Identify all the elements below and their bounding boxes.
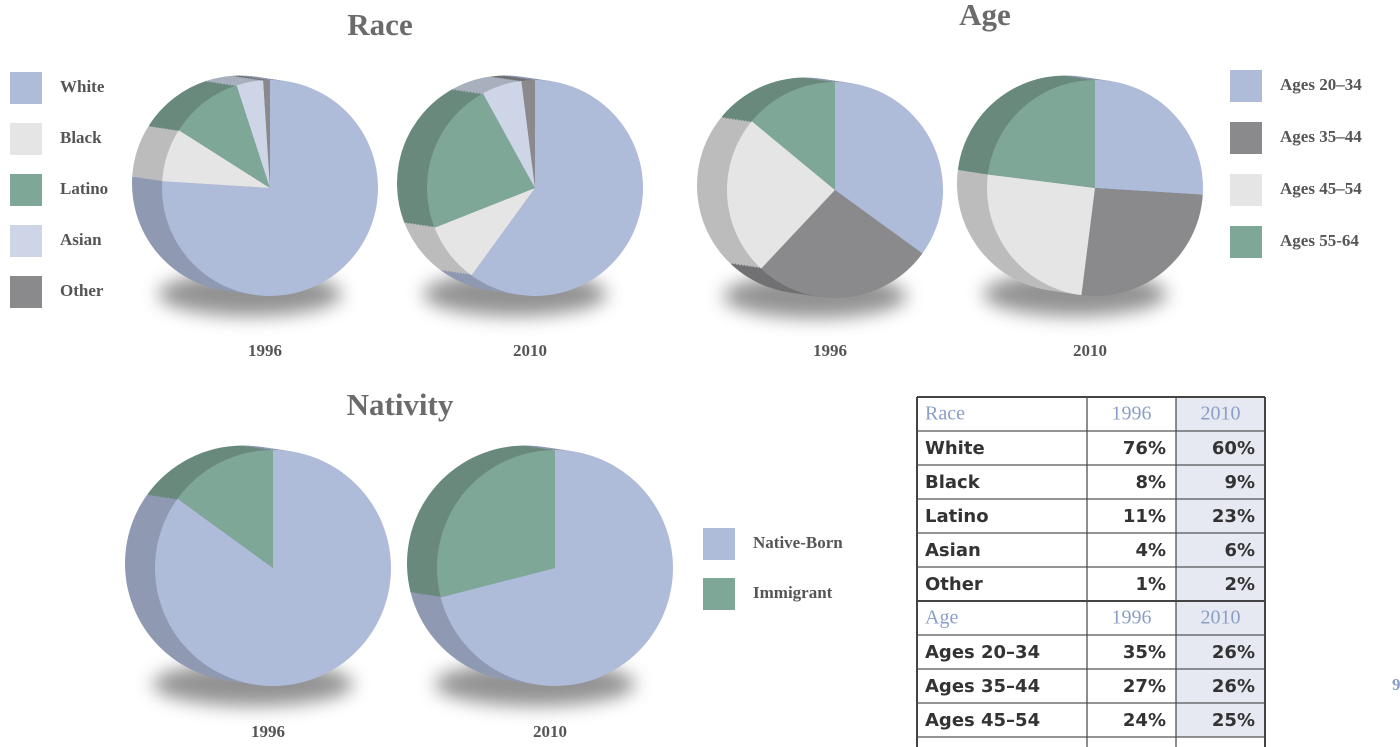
pie-label: 2010 — [533, 722, 567, 741]
table-cell: Ages 35–44 — [925, 676, 1040, 697]
legend-label: Immigrant — [753, 583, 833, 602]
pie-slice — [437, 450, 555, 598]
legend-label: Native-Born — [753, 533, 843, 552]
legend-label: Latino — [60, 179, 108, 198]
pie-label: 1996 — [248, 341, 282, 360]
table-header: 2010 — [1201, 403, 1241, 425]
table-header: Race — [925, 403, 965, 425]
legend-label: Ages 35–44 — [1280, 127, 1362, 146]
pie-slice — [727, 121, 835, 269]
legend-swatch — [10, 276, 42, 308]
legend-swatch — [703, 528, 735, 560]
table-cell: Black — [925, 472, 981, 493]
table-cell: 6% — [1224, 540, 1255, 561]
pie-label: 2010 — [513, 341, 547, 360]
legend-label: Other — [60, 281, 104, 300]
legend-swatch — [10, 123, 42, 155]
table-header: 2010 — [1201, 607, 1241, 629]
legend-swatch — [1230, 122, 1262, 154]
pie-slice — [263, 80, 270, 188]
table-header: 1996 — [1112, 607, 1152, 629]
legend-swatch — [10, 225, 42, 257]
pie-slice — [761, 190, 923, 298]
pie-slice — [471, 80, 644, 296]
pie-slice — [987, 174, 1095, 296]
table-cell: Ages 20–34 — [925, 642, 1040, 663]
pie-slice — [987, 80, 1095, 188]
pie-label: 1996 — [251, 722, 285, 741]
table-cell: 27% — [1123, 676, 1166, 697]
pie-slice — [162, 130, 270, 188]
chart-title: Race — [347, 7, 412, 42]
table-cell: 60% — [1212, 438, 1255, 459]
legend-label: Black — [60, 128, 102, 147]
page-number: 9 — [1392, 675, 1400, 694]
legend-swatch — [1230, 70, 1262, 102]
legend-swatch — [10, 72, 42, 104]
chart-title: Nativity — [347, 387, 454, 422]
table-cell: Latino — [925, 506, 989, 527]
table-cell: 25% — [1212, 710, 1255, 731]
table-cell: White — [925, 438, 985, 459]
legend-swatch — [703, 578, 735, 610]
table-cell: 9% — [1224, 472, 1255, 493]
table-cell: 76% — [1123, 438, 1166, 459]
table-cell: Asian — [925, 540, 981, 561]
pie-slice — [178, 85, 270, 188]
pie-slice — [482, 80, 535, 188]
table-cell: 23% — [1212, 506, 1255, 527]
pie-slice — [521, 80, 535, 188]
table-cell: 26% — [1212, 676, 1255, 697]
pie-slice — [440, 450, 673, 687]
pie-slice — [1095, 80, 1203, 195]
table-cell: 24% — [1123, 710, 1166, 731]
table-cell: 26% — [1212, 642, 1255, 663]
pie-slice — [177, 450, 273, 568]
table-cell: 4% — [1135, 540, 1166, 561]
legend-label: Ages 55-64 — [1280, 231, 1359, 250]
chart-title: Age — [959, 0, 1011, 32]
table-header: Age — [925, 607, 958, 629]
table-cell: 1% — [1135, 574, 1166, 595]
table-header: 1996 — [1112, 403, 1152, 425]
legend-label: Ages 45–54 — [1280, 179, 1362, 198]
legend-swatch — [1230, 226, 1262, 258]
table-cell: 8% — [1135, 472, 1166, 493]
legend-swatch — [1230, 174, 1262, 206]
pie-slice — [434, 188, 535, 276]
data-table: Race 1996 2010 White 76% 60% Black 8% 9% Latino 11… — [916, 396, 1266, 747]
legend-label: Ages 20–34 — [1280, 75, 1362, 94]
pie-slice — [1081, 188, 1203, 296]
table-cell: 11% — [1123, 506, 1166, 527]
table-cell: 35% — [1123, 642, 1166, 663]
table-cell: Other — [925, 574, 983, 595]
pie-label: 1996 — [813, 341, 847, 360]
table-cell: 2% — [1224, 574, 1255, 595]
legend-label: White — [60, 77, 105, 96]
legend-swatch — [10, 174, 42, 206]
pie-slice — [751, 82, 835, 190]
pie-slice — [426, 93, 535, 228]
pie-slice — [154, 450, 391, 686]
pie-slice — [236, 80, 270, 188]
pie-label: 2010 — [1073, 341, 1107, 360]
table-cell: Ages 45–54 — [925, 710, 1040, 731]
pie-slice — [835, 82, 943, 254]
legend-label: Asian — [60, 230, 102, 249]
